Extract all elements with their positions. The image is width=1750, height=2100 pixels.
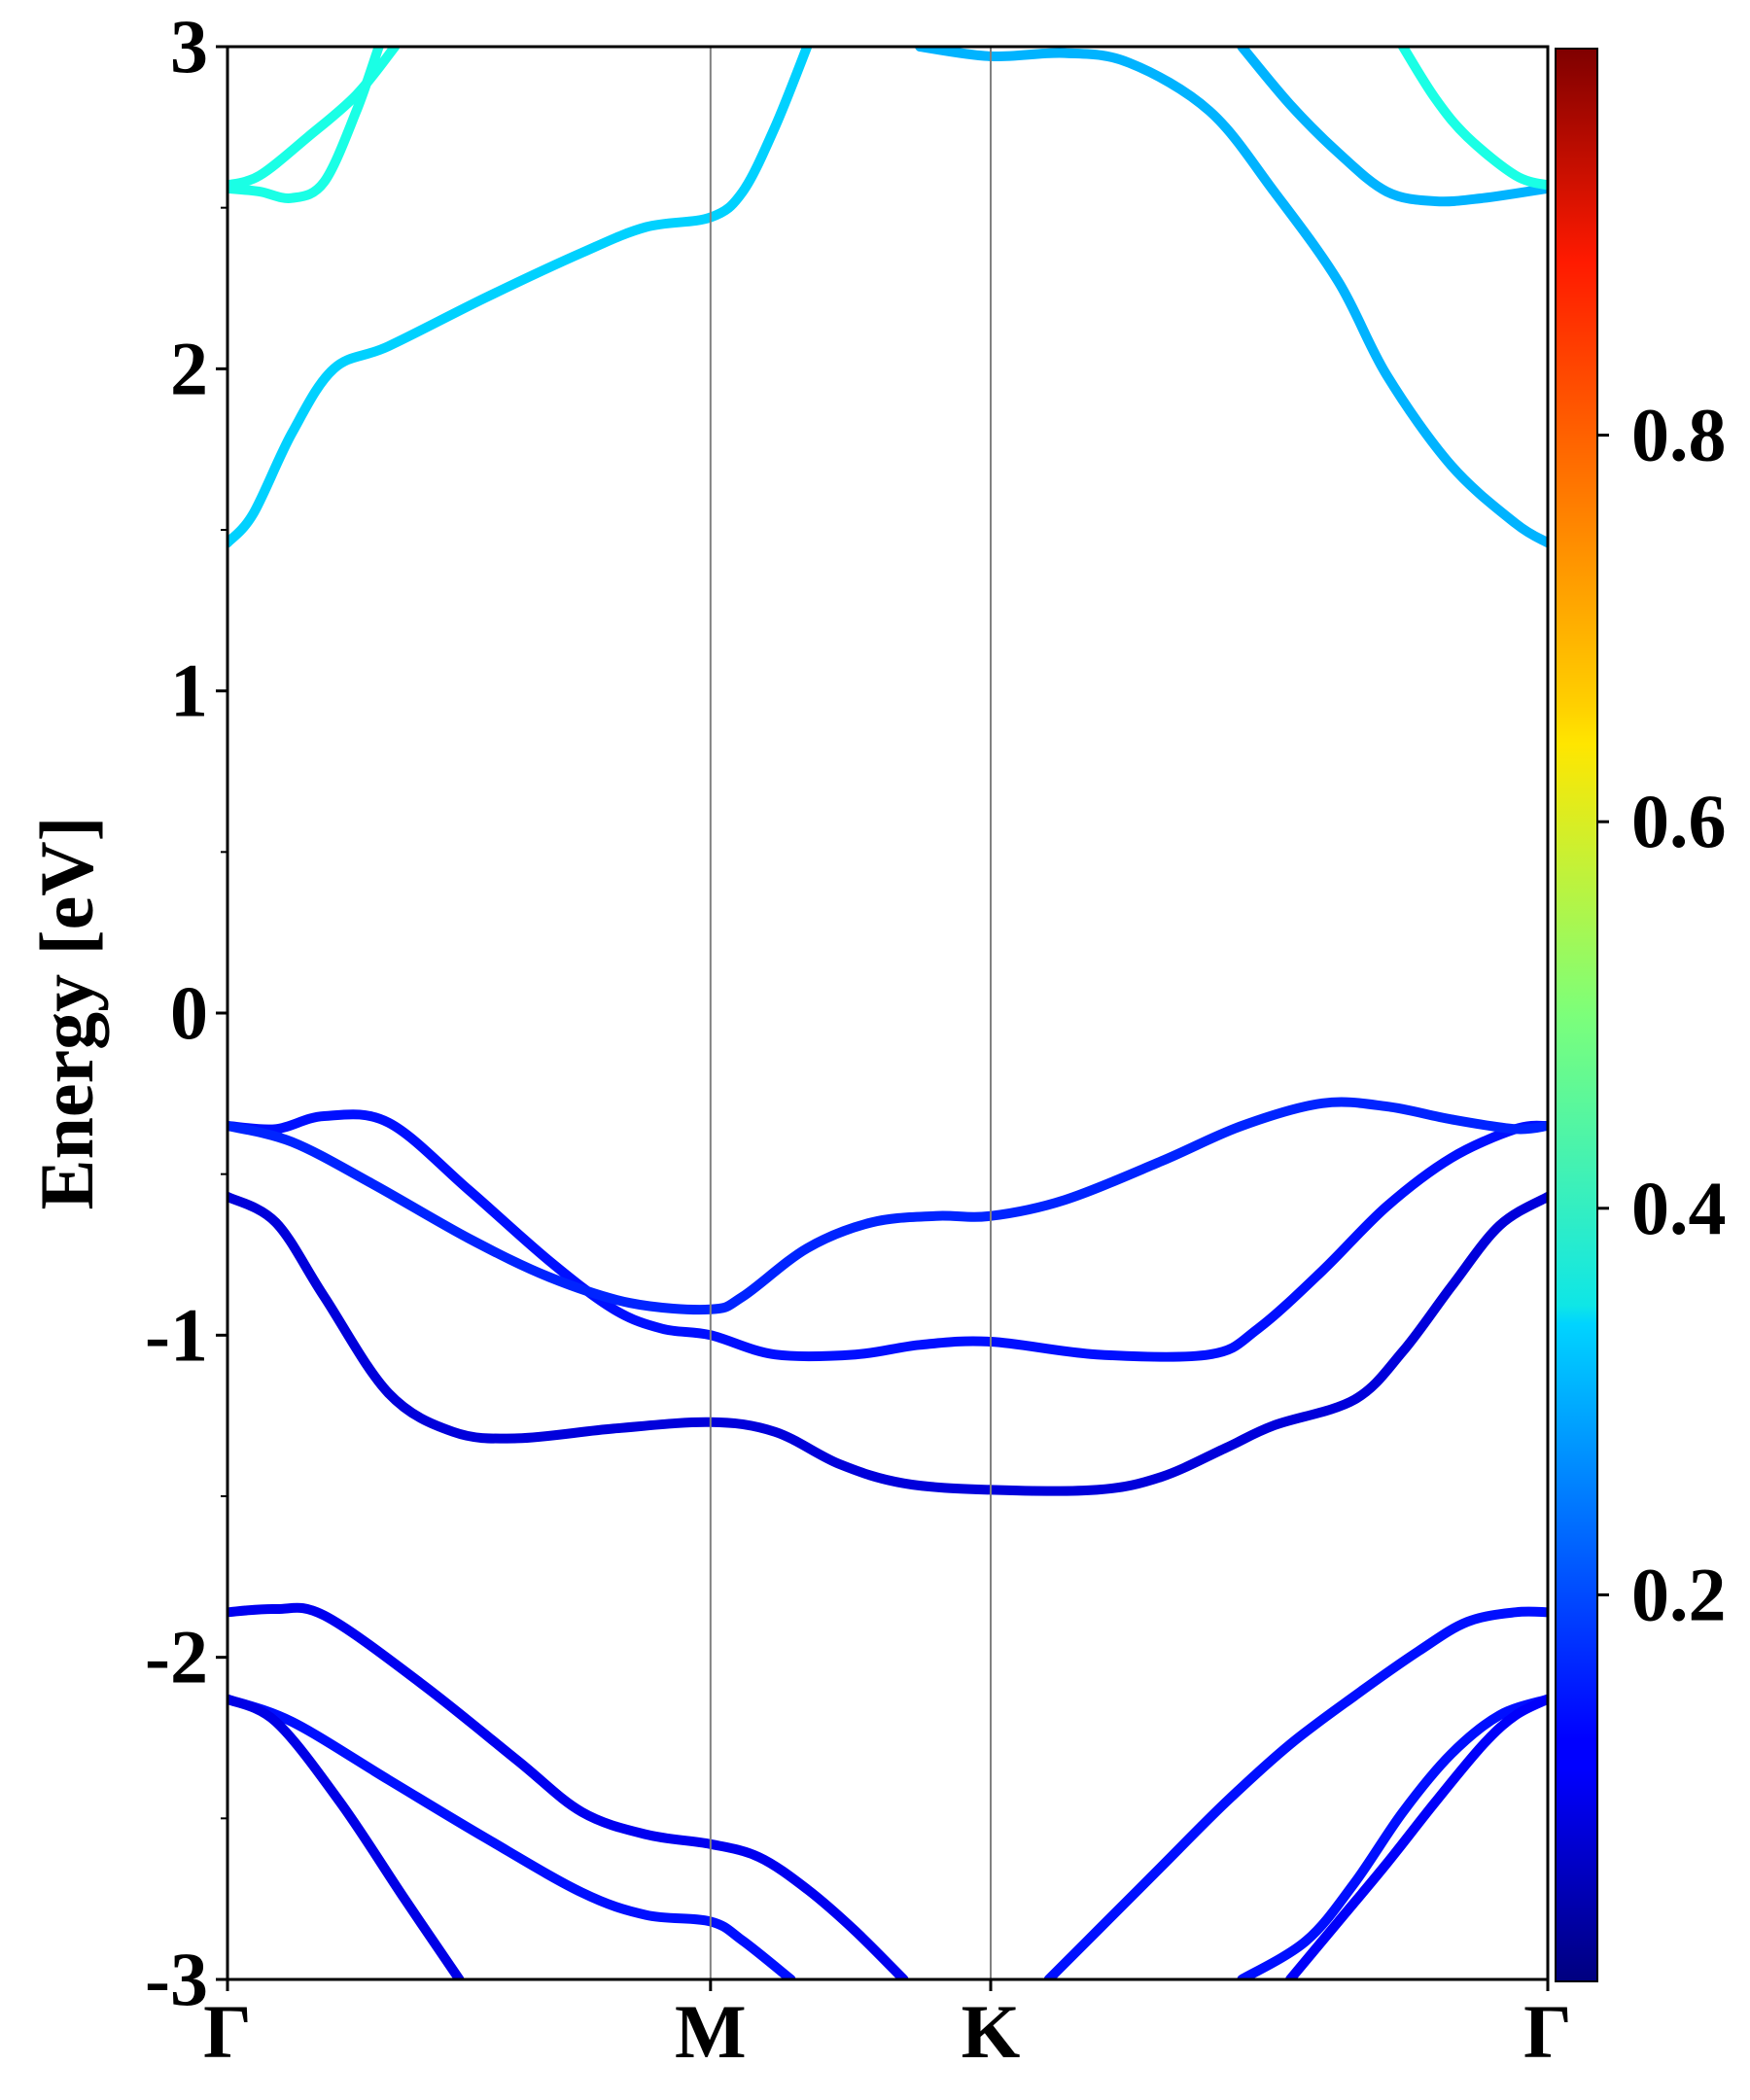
y-axis-label: Energy [eV] [24,816,109,1209]
y-tick-label-0: 3 [170,4,208,88]
band-15 [1285,1694,1548,1979]
x-tick-label-1: M [675,1989,747,2074]
y-tick-label-6: -3 [145,1937,208,2021]
band-13 [1043,1606,1548,1979]
colorbar-ticks: 0.2 0.4 0.6 0.8 [1597,393,1727,1636]
band-7 [228,1109,1548,1362]
band-lines [228,47,1548,1979]
band-8 [228,1097,1548,1315]
band-4 [915,47,1548,548]
band-3 [228,47,384,203]
y-tick-label-4: -1 [145,1292,208,1377]
x-tick-label-3: Γ [1523,1989,1572,2074]
band-10 [228,1602,909,1979]
y-axis: 3 2 1 0 -1 -2 -3 [145,4,228,2021]
band-9 [228,1191,1548,1496]
y-tick-label-3: 0 [170,970,208,1055]
band-12 [228,1694,465,1979]
band-5 [1237,47,1548,207]
y-tick-label-5: -2 [145,1615,208,1699]
colorbar-tick-label-3: 0.8 [1631,393,1727,477]
colorbar [1555,48,1598,1982]
colorbar-tick-label-0: 0.2 [1631,1552,1727,1636]
colorbar-tick-label-1: 0.4 [1631,1166,1727,1250]
x-tick-label-2: K [962,1989,1021,2074]
band-1 [228,47,813,548]
y-tick-label-2: 1 [170,648,208,733]
band-11 [228,1694,796,1979]
band-6 [1398,47,1548,191]
high-symmetry-lines [709,47,992,1979]
band-14 [1237,1694,1548,1979]
x-tick-label-0: Γ [203,1989,252,2074]
colorbar-tick-label-2: 0.6 [1631,779,1727,863]
y-tick-label-1: 2 [170,326,208,410]
